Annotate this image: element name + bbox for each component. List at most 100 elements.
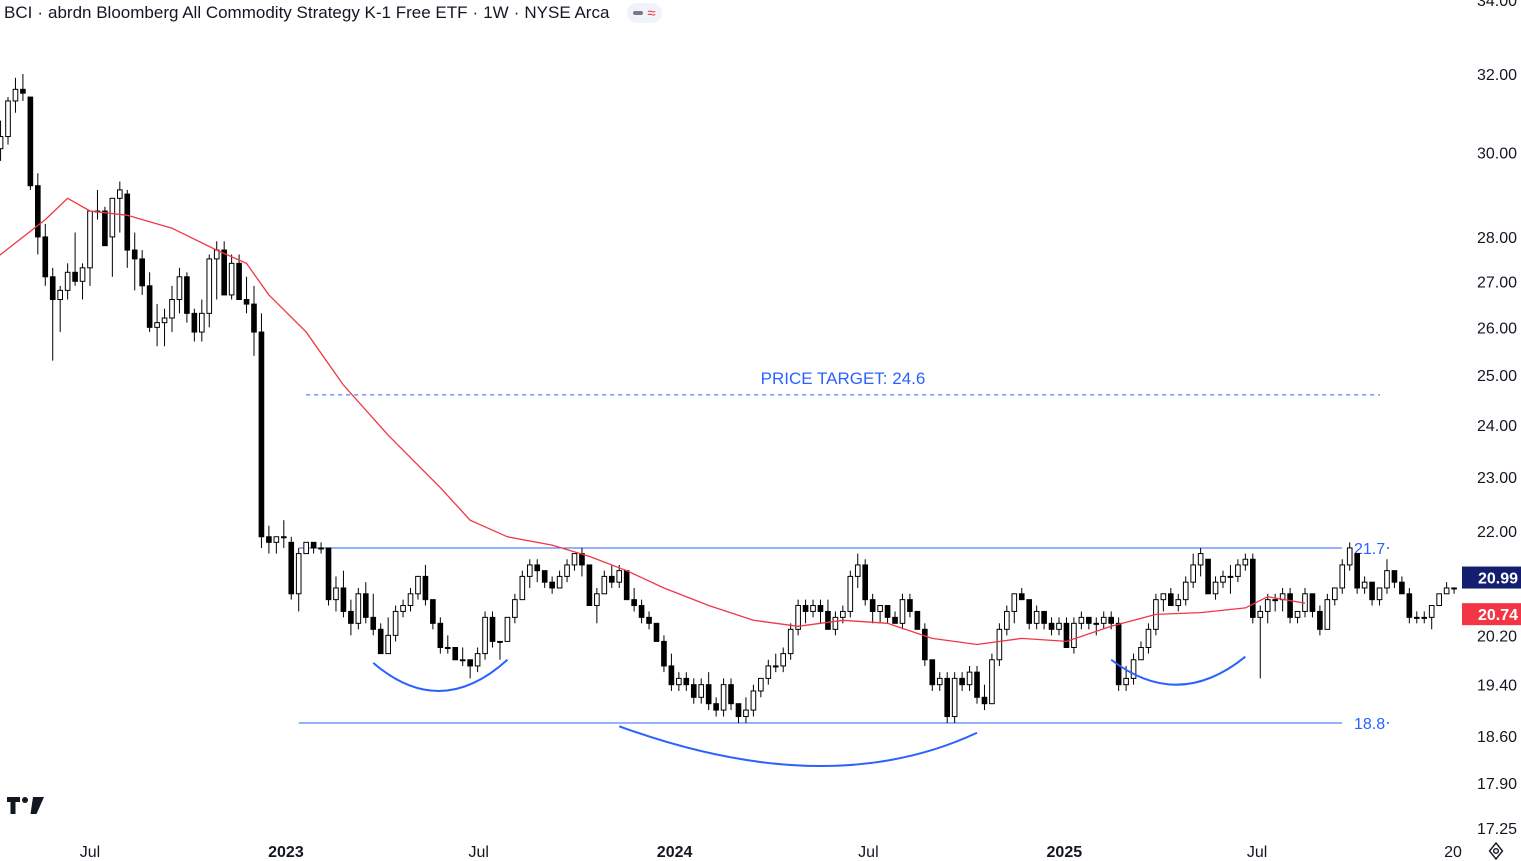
candle-body bbox=[1399, 581, 1405, 595]
candle-body bbox=[1384, 570, 1390, 589]
candle bbox=[705, 672, 712, 711]
candle bbox=[1048, 617, 1055, 636]
candle-body bbox=[772, 665, 779, 668]
candle bbox=[370, 593, 377, 636]
candle-body bbox=[601, 575, 608, 595]
y-axis[interactable]: 34.00 32.00 30.00 28.00 27.00 26.00 25.00 24.00… bbox=[1477, 0, 1517, 838]
right-shoulder-arc bbox=[1110, 655, 1246, 686]
candle bbox=[1235, 559, 1241, 583]
candle bbox=[49, 267, 56, 361]
candle bbox=[72, 232, 78, 286]
candle bbox=[161, 308, 168, 347]
candle bbox=[1242, 553, 1249, 571]
candle-body bbox=[884, 605, 891, 618]
candle-body bbox=[1257, 610, 1264, 618]
candle bbox=[1071, 617, 1077, 654]
candle bbox=[1399, 576, 1405, 595]
candle bbox=[430, 599, 436, 630]
candle-body bbox=[571, 553, 578, 566]
exchange: NYSE Arca bbox=[524, 3, 610, 22]
candle-body bbox=[1249, 558, 1256, 618]
candle-body bbox=[1190, 564, 1196, 583]
candle bbox=[1041, 610, 1047, 630]
candle-body bbox=[1443, 587, 1450, 595]
candle-body bbox=[1346, 547, 1353, 566]
candle bbox=[459, 647, 466, 666]
candle-body bbox=[676, 677, 682, 686]
candle-body bbox=[847, 575, 854, 612]
candle-body bbox=[1048, 622, 1055, 630]
candle-body bbox=[1138, 647, 1144, 661]
candle bbox=[556, 570, 563, 589]
candle bbox=[415, 575, 421, 600]
candle-body bbox=[959, 677, 965, 686]
candle bbox=[1056, 617, 1062, 636]
interval[interactable]: 1W bbox=[483, 3, 509, 22]
candle-body bbox=[12, 88, 19, 102]
candle-body bbox=[899, 599, 906, 624]
candle-body bbox=[512, 599, 518, 618]
candle-body bbox=[1406, 593, 1413, 618]
candle-body bbox=[705, 684, 712, 705]
candle-body bbox=[184, 276, 190, 314]
candle bbox=[1018, 587, 1025, 601]
symbol[interactable]: BCI bbox=[4, 3, 33, 22]
candle bbox=[922, 623, 928, 666]
candle bbox=[273, 536, 280, 554]
candle-body bbox=[646, 616, 652, 624]
x-tick-label: 2024 bbox=[657, 844, 693, 861]
candle bbox=[221, 241, 227, 296]
candle-body bbox=[974, 671, 980, 698]
candle-body bbox=[258, 331, 265, 538]
x-tick-label: Jul bbox=[858, 844, 878, 861]
candle bbox=[12, 77, 19, 113]
candle bbox=[1168, 587, 1174, 607]
candle bbox=[847, 570, 854, 618]
y-tick-label: 17.25 bbox=[1477, 821, 1517, 838]
collapse-icon[interactable] bbox=[633, 11, 644, 15]
candle-body bbox=[608, 575, 615, 583]
candle-body bbox=[452, 647, 459, 661]
candle bbox=[154, 304, 160, 347]
candle bbox=[198, 299, 205, 342]
candle bbox=[124, 189, 131, 268]
candle-body bbox=[191, 312, 198, 333]
candle bbox=[1011, 593, 1018, 624]
candle-body bbox=[131, 249, 138, 260]
candle bbox=[661, 635, 667, 673]
candle-body bbox=[57, 289, 63, 301]
last-price-badge-text: 20.99 bbox=[1478, 571, 1518, 588]
candle bbox=[780, 647, 787, 673]
y-tick-label: 32.00 bbox=[1477, 67, 1517, 84]
resistance-handle bbox=[1387, 546, 1389, 549]
support-handle bbox=[1387, 722, 1389, 725]
candle-body bbox=[392, 610, 399, 636]
candle bbox=[914, 610, 921, 630]
y-tick-label: 34.00 bbox=[1477, 0, 1517, 10]
candle bbox=[362, 582, 369, 624]
candle bbox=[526, 559, 533, 588]
candle-body bbox=[1197, 553, 1204, 566]
y-tick-label: 26.00 bbox=[1477, 320, 1517, 337]
candle-body bbox=[802, 605, 809, 612]
candle-body bbox=[564, 564, 570, 577]
candle-body bbox=[1413, 616, 1420, 619]
candle bbox=[146, 272, 153, 333]
candle-body bbox=[243, 299, 250, 305]
candle bbox=[1182, 576, 1189, 606]
candle bbox=[1384, 559, 1390, 594]
candle bbox=[280, 520, 287, 548]
settings-icon[interactable] bbox=[1486, 841, 1506, 861]
indicator-icon[interactable]: ≈ bbox=[647, 4, 656, 22]
candle-body bbox=[638, 605, 645, 618]
candle-body bbox=[266, 536, 272, 543]
candle-body bbox=[474, 653, 481, 667]
indicator-toggle[interactable]: ≈ bbox=[627, 3, 662, 23]
candle-body bbox=[497, 640, 503, 643]
candle bbox=[1361, 576, 1368, 594]
candle-body bbox=[594, 593, 600, 607]
candle bbox=[1175, 593, 1182, 612]
x-axis[interactable]: Jul 2023 Jul 2024 Jul 2025 Jul 20 bbox=[80, 844, 1462, 861]
candle-body bbox=[362, 593, 369, 618]
